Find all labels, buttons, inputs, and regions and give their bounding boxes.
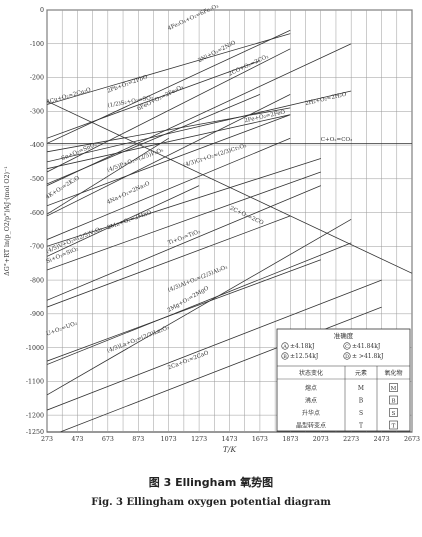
y-tick-label: -700	[30, 244, 44, 251]
series-line	[47, 242, 352, 365]
legend-oxide-box	[389, 395, 398, 405]
x-tick-label: 673	[102, 436, 114, 443]
series-line	[47, 114, 291, 207]
series-line	[47, 43, 352, 186]
legend-element-symbol: T	[359, 423, 363, 430]
x-tick-label: 1873	[282, 436, 298, 443]
series-line	[47, 259, 321, 362]
series-line	[47, 94, 291, 217]
legend-oxide-box	[389, 408, 398, 417]
series-line	[47, 100, 412, 274]
accuracy-value: ±12.54kJ	[290, 353, 319, 360]
y-tick-label: 0	[40, 7, 44, 14]
series-line	[47, 218, 352, 396]
series-line	[47, 185, 321, 301]
legend-oxide-box	[389, 383, 398, 392]
legend-oxide-symbol: T	[392, 424, 396, 430]
y-tick-label: -300	[30, 108, 44, 115]
x-tick-label: 2273	[343, 436, 359, 443]
y-tick-label: -500	[30, 176, 44, 183]
figure-caption-cn: 图 3 Ellingham 氧势图	[148, 476, 274, 489]
accuracy-symbol-letter: D	[345, 354, 349, 360]
series-line	[47, 158, 321, 247]
series-line	[47, 33, 291, 105]
figure-caption-en: Fig. 3 Ellingham oxygen potential diagra…	[91, 497, 331, 508]
legend-oxide-symbol: S	[392, 411, 396, 417]
legend-header: 状态变化	[299, 369, 323, 377]
series-line	[47, 171, 321, 271]
y-axis-label: ΔG°+RT ln(p_O2/p°)/kJ·(mol O2)⁻¹	[4, 166, 11, 276]
legend-oxide-box	[389, 420, 398, 430]
x-axis-label: T/K	[223, 445, 237, 454]
series-line	[47, 60, 261, 139]
y-tick-label: -1100	[26, 379, 44, 386]
legend-element-symbol: B	[359, 398, 364, 405]
legend-header: 元素	[355, 369, 367, 377]
legend-title: 准确度	[334, 331, 354, 340]
series-line	[47, 279, 382, 411]
series-line	[47, 29, 291, 144]
legend-state: 沸点	[305, 397, 317, 405]
legend-state: 晶型转变点	[296, 422, 326, 430]
series-line	[47, 215, 291, 308]
y-tick-label: -900	[30, 311, 44, 318]
series-line	[47, 114, 291, 170]
x-tick-label: 2073	[313, 436, 329, 443]
accuracy-symbol-C	[343, 342, 351, 350]
series-line	[47, 90, 352, 163]
x-tick-label: 273	[41, 436, 53, 443]
x-tick-label: 2673	[404, 436, 420, 443]
ellingham-chart: 273 473 673 873 1073 1273 1473 1673 1873 2073 2273…	[4, 3, 420, 454]
legend-oxide-symbol: M	[391, 386, 397, 392]
legend-header: 氧化物	[384, 369, 402, 377]
legend-state: 升华点	[302, 409, 320, 417]
series-line	[47, 137, 291, 240]
y-tick-label: -1000	[26, 345, 44, 352]
series-line	[47, 107, 291, 153]
series-line	[47, 94, 261, 185]
x-tick-label: 473	[71, 436, 83, 443]
series-label: C+O₂=CO₂	[321, 137, 353, 143]
accuracy-symbol-letter: C	[345, 344, 349, 350]
legend-oxide-symbol: B	[391, 399, 395, 405]
x-tick-label: 1673	[252, 436, 268, 443]
accuracy-value: ± >41.8kJ	[352, 353, 384, 360]
y-tick-label: -1200	[26, 412, 44, 419]
legend-element-symbol: M	[358, 385, 364, 392]
series-line	[47, 48, 291, 173]
x-tick-label: 2473	[374, 436, 390, 443]
accuracy-symbol-D	[343, 352, 351, 360]
legend-state: 熔点	[305, 384, 317, 392]
accuracy-symbol-B	[281, 352, 289, 360]
y-tick-label: -400	[30, 142, 44, 149]
y-tick-label: -100	[30, 41, 44, 48]
accuracy-symbol-letter: A	[282, 344, 287, 350]
series-line	[47, 185, 200, 257]
series-line	[47, 137, 169, 215]
legend-element-symbol: S	[359, 410, 363, 417]
accuracy-symbol-A	[281, 342, 289, 350]
accuracy-value: ±41.84kJ	[352, 343, 381, 350]
x-tick-label: 873	[132, 436, 144, 443]
y-tick-label: -600	[30, 210, 44, 217]
y-tick-label: -200	[30, 75, 44, 82]
x-tick-label: 1473	[221, 436, 237, 443]
y-tick-label: -1250	[26, 429, 44, 436]
accuracy-value: ±4.18kJ	[290, 343, 315, 350]
x-tick-label: 1273	[191, 436, 207, 443]
y-tick-label: -800	[30, 277, 44, 284]
x-tick-label: 1073	[161, 436, 177, 443]
accuracy-symbol-letter: B	[283, 354, 287, 360]
